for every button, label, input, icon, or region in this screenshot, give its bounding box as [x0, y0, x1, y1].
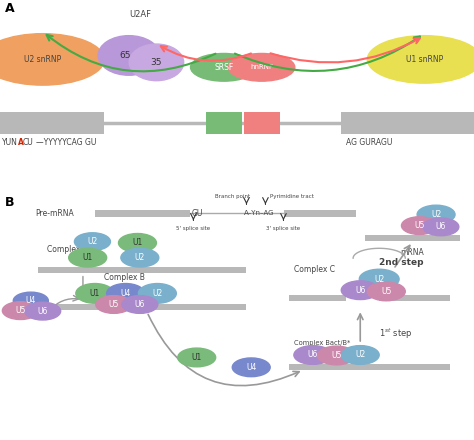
- Text: Complex B: Complex B: [104, 273, 145, 282]
- Text: U1: U1: [90, 289, 100, 298]
- Bar: [38, 304, 246, 310]
- Ellipse shape: [341, 281, 379, 300]
- Bar: [38, 267, 246, 273]
- Text: U6: U6: [308, 351, 318, 359]
- Bar: [0, 112, 104, 134]
- Text: 65: 65: [120, 51, 131, 60]
- Text: U2: U2: [431, 210, 441, 219]
- Ellipse shape: [96, 296, 132, 313]
- Text: GU: GU: [192, 209, 203, 217]
- Text: A: A: [5, 2, 14, 15]
- Ellipse shape: [129, 44, 184, 81]
- Ellipse shape: [341, 346, 379, 364]
- Ellipse shape: [74, 233, 110, 250]
- Ellipse shape: [318, 346, 356, 365]
- Text: Pyrimidine tract: Pyrimidine tract: [270, 194, 313, 198]
- Ellipse shape: [122, 296, 158, 313]
- Text: U4: U4: [26, 296, 36, 305]
- Ellipse shape: [423, 218, 459, 236]
- Text: CU: CU: [23, 138, 34, 147]
- Ellipse shape: [417, 205, 455, 224]
- Text: ESE: ESE: [217, 138, 230, 143]
- Ellipse shape: [121, 248, 159, 267]
- Ellipse shape: [25, 302, 61, 320]
- Bar: [244, 112, 280, 134]
- Text: U4: U4: [120, 289, 131, 298]
- Text: 2nd step: 2nd step: [379, 258, 424, 267]
- Text: mRNA: mRNA: [401, 248, 424, 257]
- Text: U5: U5: [15, 306, 26, 315]
- Bar: [341, 112, 474, 134]
- Ellipse shape: [367, 282, 405, 301]
- Text: 5' splice site: 5' splice site: [176, 226, 210, 231]
- Text: U5: U5: [109, 300, 119, 309]
- Bar: [379, 294, 450, 301]
- Bar: [289, 364, 450, 370]
- Text: U6: U6: [135, 300, 145, 309]
- Text: U1: U1: [191, 353, 202, 362]
- Text: hnRNP: hnRNP: [250, 64, 273, 70]
- Ellipse shape: [2, 302, 38, 319]
- Ellipse shape: [178, 348, 216, 367]
- Ellipse shape: [13, 292, 48, 309]
- Bar: [206, 112, 242, 134]
- Ellipse shape: [294, 346, 332, 364]
- Text: U2: U2: [87, 237, 98, 246]
- Text: U2 snRNP: U2 snRNP: [24, 55, 61, 64]
- Ellipse shape: [98, 36, 160, 75]
- Text: U6: U6: [37, 307, 48, 315]
- Circle shape: [0, 34, 104, 85]
- Text: B: B: [5, 196, 14, 209]
- Text: U5: U5: [381, 287, 392, 296]
- Ellipse shape: [76, 283, 114, 303]
- Text: U5: U5: [414, 221, 425, 230]
- Text: 35: 35: [151, 58, 162, 67]
- Ellipse shape: [107, 283, 145, 303]
- Text: U6: U6: [355, 286, 365, 295]
- Text: A–Yn–AG: A–Yn–AG: [244, 210, 274, 216]
- Bar: [284, 209, 356, 217]
- Circle shape: [367, 36, 474, 83]
- Text: Pre-mRNA: Pre-mRNA: [35, 209, 74, 218]
- Text: AG GURAGU: AG GURAGU: [346, 138, 392, 147]
- Text: U6: U6: [436, 222, 446, 231]
- Text: ESS: ESS: [255, 138, 268, 143]
- Ellipse shape: [359, 269, 399, 289]
- Ellipse shape: [232, 358, 270, 377]
- Text: U2: U2: [152, 289, 163, 298]
- Bar: [289, 294, 346, 301]
- Circle shape: [191, 53, 257, 81]
- Text: U1: U1: [132, 238, 143, 247]
- Text: 1$^{st}$ step: 1$^{st}$ step: [379, 327, 412, 341]
- Text: Branch point: Branch point: [215, 194, 250, 198]
- Ellipse shape: [138, 283, 176, 303]
- Text: SRSF: SRSF: [214, 63, 233, 72]
- Bar: [365, 235, 460, 241]
- Text: U2AF: U2AF: [129, 10, 151, 19]
- Text: U2: U2: [135, 253, 145, 262]
- Text: A: A: [18, 138, 24, 147]
- Text: U4: U4: [246, 363, 256, 372]
- Ellipse shape: [401, 217, 438, 235]
- Text: U2: U2: [374, 275, 384, 284]
- Text: Complex A: Complex A: [47, 245, 88, 254]
- Text: U5: U5: [331, 351, 342, 360]
- Text: Complex Bact/B*: Complex Bact/B*: [294, 341, 350, 346]
- Ellipse shape: [69, 248, 107, 267]
- Text: —YYYYYCAG GU: —YYYYYCAG GU: [36, 138, 96, 147]
- Text: U1 snRNP: U1 snRNP: [406, 55, 443, 64]
- Bar: [95, 209, 190, 217]
- Text: U2: U2: [355, 351, 365, 359]
- Circle shape: [228, 53, 295, 81]
- Text: U1: U1: [82, 253, 93, 262]
- Text: Complex C: Complex C: [294, 265, 335, 274]
- Text: YUN: YUN: [2, 138, 18, 147]
- Text: 3' splice site: 3' splice site: [266, 226, 301, 231]
- Ellipse shape: [118, 234, 156, 252]
